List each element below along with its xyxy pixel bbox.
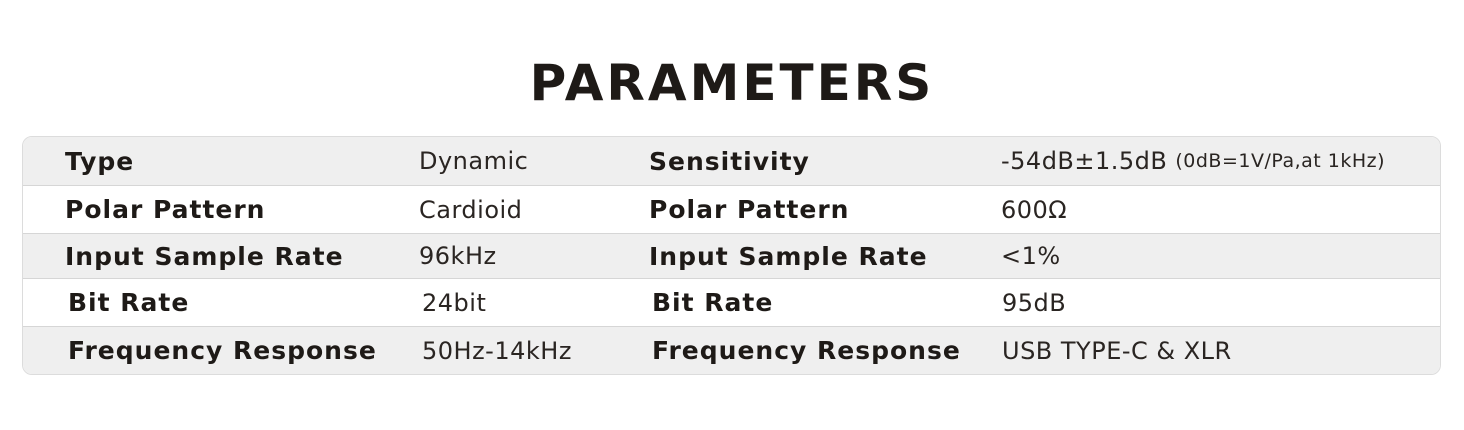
page-title: PARAMETERS: [529, 54, 935, 112]
table-row: Frequency Response 50Hz-14kHz Frequency …: [23, 327, 1440, 374]
table-row: Polar Pattern Cardioid Polar Pattern 600…: [23, 186, 1440, 234]
param-value: 600Ω: [1001, 195, 1068, 224]
param-label: Frequency Response: [68, 336, 377, 365]
table-row: Input Sample Rate 96kHz Input Sample Rat…: [23, 234, 1440, 279]
param-label: Input Sample Rate: [65, 241, 344, 271]
param-value: USB TYPE-C & XLR: [1002, 336, 1232, 365]
param-value: Dynamic: [419, 147, 529, 175]
param-value: 96kHz: [419, 242, 497, 270]
param-note: (0dB=1V/Pa,at 1kHz): [1175, 150, 1386, 172]
param-label: Bit Rate: [68, 288, 190, 317]
param-value: -54dB±1.5dB: [1001, 147, 1168, 175]
param-label: Polar Pattern: [649, 195, 850, 224]
param-label: Polar Pattern: [65, 195, 266, 224]
param-value-cell: -54dB±1.5dB (0dB=1V/Pa,at 1kHz): [1001, 137, 1385, 185]
param-value: <1%: [1001, 242, 1061, 270]
param-value: 95dB: [1002, 288, 1067, 317]
param-label: Input Sample Rate: [649, 241, 928, 271]
table-row: Bit Rate 24bit Bit Rate 95dB: [23, 279, 1440, 327]
param-label: Type: [65, 146, 135, 176]
param-label: Sensitivity: [649, 146, 810, 176]
param-label: Frequency Response: [652, 336, 961, 365]
param-value: 50Hz-14kHz: [422, 336, 572, 365]
param-value: Cardioid: [419, 195, 523, 224]
parameters-table: Type Dynamic Sensitivity -54dB±1.5dB (0dB…: [22, 136, 1441, 375]
param-label: Bit Rate: [652, 288, 774, 317]
table-row: Type Dynamic Sensitivity -54dB±1.5dB (0dB…: [23, 137, 1440, 186]
param-value: 24bit: [422, 288, 487, 317]
